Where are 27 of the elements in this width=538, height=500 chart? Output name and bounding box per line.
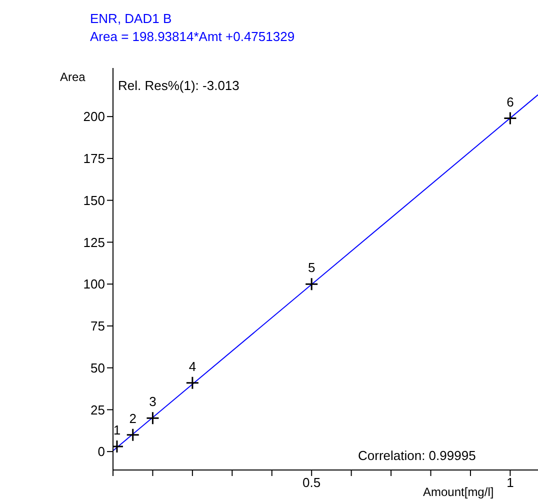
point [146,411,160,425]
annotation: 1 [113,422,121,438]
annotation: 5 [308,260,316,276]
chart-title: ENR, DAD1 B [90,10,173,28]
point [126,428,140,442]
annotation: Rel. Res%(1): -3.013 [118,78,240,93]
y-axis-title: Area [60,70,86,84]
y-tick-label: 200 [83,109,105,124]
y-tick-label: 50 [90,360,105,376]
y-tick-label: 175 [83,151,105,166]
annotation: 4 [188,358,196,374]
y-tick-label: 75 [90,318,105,334]
y-tick-label: 0 [98,444,105,460]
x-tick-label: 0.5 [302,475,321,490]
point [304,277,318,291]
point [503,112,517,125]
y-tick-label: 25 [90,402,105,418]
y-tick-label: 150 [83,192,105,208]
annotation: Correlation: 0.99995 [358,448,476,463]
annotation: 2 [129,410,136,426]
annotation: 6 [506,94,514,110]
x-axis-title: Amount[mg/l] [423,485,494,499]
y-tick-label: 125 [83,234,105,250]
annotation: 3 [149,394,156,410]
chart-subtitle: Area = 198.93814*Amt +0.4751329 [90,28,295,46]
y-tick-label: 100 [83,276,105,292]
point [186,376,200,390]
